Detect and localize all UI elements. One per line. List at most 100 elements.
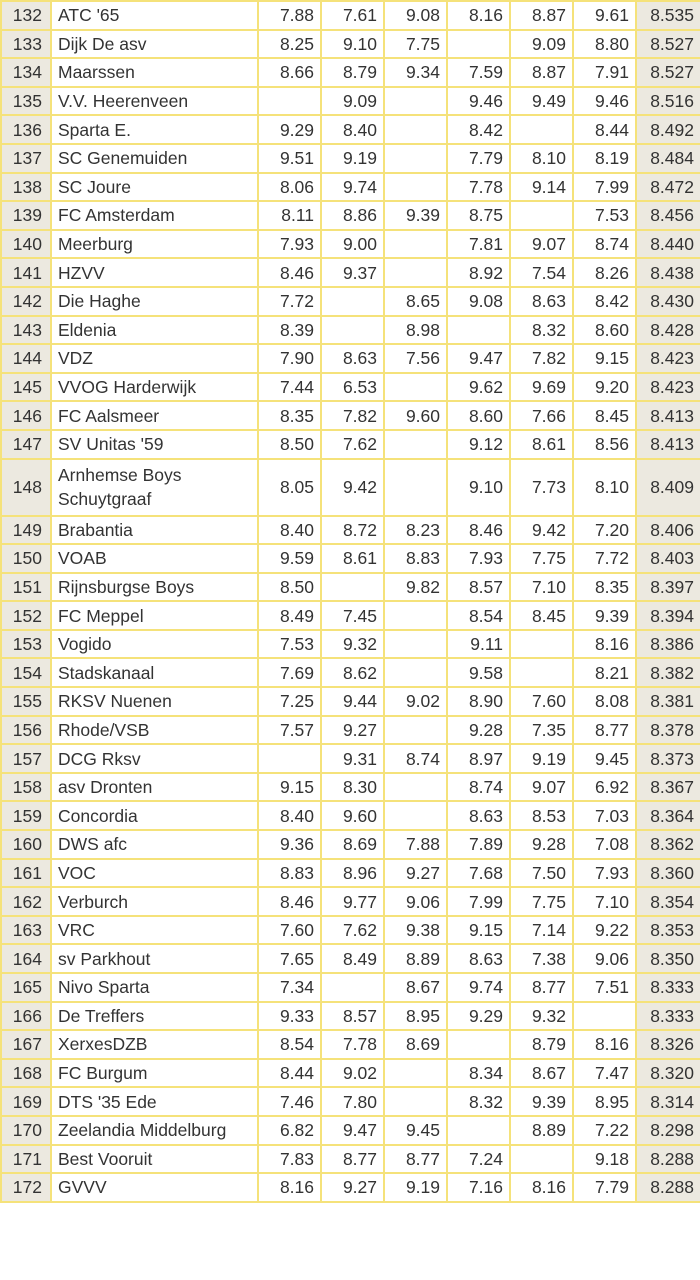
average-cell: 8.409 [635, 457, 700, 517]
score-cell: 9.39 [509, 1086, 574, 1117]
score-cell: 9.29 [257, 114, 322, 145]
score-cell [383, 142, 448, 174]
score-cell [383, 114, 448, 145]
score-cell: 8.16 [257, 1172, 322, 1203]
score-cell: 9.82 [383, 571, 448, 603]
club-name-cell: FC Meppel [50, 600, 259, 631]
score-cell: 7.82 [509, 343, 574, 374]
average-cell: 8.288 [635, 1143, 700, 1175]
club-name-cell: Zeelandia Middelburg [50, 1114, 259, 1146]
score-cell: 9.44 [320, 686, 385, 717]
club-name-cell: DWS afc [50, 829, 259, 860]
score-cell: 8.80 [572, 28, 637, 60]
score-cell: 7.91 [572, 57, 637, 88]
club-name-cell: SV Unitas '59 [50, 428, 259, 460]
score-cell: 9.36 [257, 829, 322, 860]
rank-cell: 171 [0, 1143, 52, 1175]
score-cell: 9.38 [383, 914, 448, 946]
score-cell: 8.89 [383, 943, 448, 974]
club-name-cell: Die Haghe [50, 285, 259, 317]
rank-cell: 142 [0, 285, 52, 317]
score-cell: 8.65 [383, 285, 448, 317]
score-cell [446, 28, 511, 60]
average-cell: 8.314 [635, 1086, 700, 1117]
score-cell: 7.24 [446, 1143, 511, 1175]
score-cell: 8.49 [320, 943, 385, 974]
score-cell [320, 972, 385, 1003]
score-cell: 7.79 [446, 142, 511, 174]
score-cell [383, 428, 448, 460]
score-cell: 8.54 [257, 1029, 322, 1060]
rank-cell: 153 [0, 628, 52, 660]
score-cell: 9.46 [446, 85, 511, 117]
score-cell: 8.61 [320, 543, 385, 574]
club-name-cell: Brabantia [50, 514, 259, 546]
club-name-cell: HZVV [50, 257, 259, 288]
score-cell: 8.98 [383, 314, 448, 346]
score-cell: 7.88 [257, 0, 322, 31]
rank-cell: 151 [0, 571, 52, 603]
score-cell: 9.15 [446, 914, 511, 946]
score-cell: 7.80 [320, 1086, 385, 1117]
table-row: 132 ATC '65 7.88 7.61 9.08 8.16 8.87 9.61 8.535 [0, 0, 700, 31]
table-row: 157 DCG Rksv 9.31 8.74 8.97 9.19 9.45 8.373 [0, 743, 700, 774]
score-cell: 9.06 [572, 943, 637, 974]
score-cell: 8.83 [383, 543, 448, 574]
score-cell: 8.34 [446, 1057, 511, 1089]
score-cell: 7.53 [257, 628, 322, 660]
rank-cell: 147 [0, 428, 52, 460]
table-row: 137 SC Genemuiden 9.51 9.19 7.79 8.10 8.19 8.48… [0, 142, 700, 174]
score-cell: 7.82 [320, 400, 385, 431]
club-name-cell: Sparta E. [50, 114, 259, 145]
table-row: 139 FC Amsterdam 8.11 8.86 9.39 8.75 7.53 8.456 [0, 200, 700, 231]
score-cell: 8.54 [446, 600, 511, 631]
score-cell: 8.25 [257, 28, 322, 60]
score-cell: 9.58 [446, 657, 511, 689]
score-cell: 9.45 [572, 743, 637, 774]
score-cell [509, 200, 574, 231]
score-cell [383, 371, 448, 403]
average-cell: 8.472 [635, 171, 700, 203]
table-row: 162 Verburch 8.46 9.77 9.06 7.99 7.75 7.10 8.354 [0, 886, 700, 917]
score-cell: 9.19 [320, 142, 385, 174]
score-cell: 8.32 [446, 1086, 511, 1117]
score-cell: 8.89 [509, 1114, 574, 1146]
club-name-cell: VOAB [50, 543, 259, 574]
table-row: 158 asv Dronten 9.15 8.30 8.74 9.07 6.92 8.367 [0, 771, 700, 803]
rank-cell: 163 [0, 914, 52, 946]
score-cell: 9.07 [509, 771, 574, 803]
club-name-cell: asv Dronten [50, 771, 259, 803]
score-cell: 7.45 [320, 600, 385, 631]
score-cell: 9.39 [572, 600, 637, 631]
club-name-cell: DCG Rksv [50, 743, 259, 774]
score-cell [509, 1143, 574, 1175]
rank-cell: 150 [0, 543, 52, 574]
score-cell: 8.35 [257, 400, 322, 431]
score-cell [320, 314, 385, 346]
club-name-cell: SC Genemuiden [50, 142, 259, 174]
table-row: 145 VVOG Harderwijk 7.44 6.53 9.62 9.69 9.20 8.… [0, 371, 700, 403]
score-cell: 8.06 [257, 171, 322, 203]
score-cell: 8.86 [320, 200, 385, 231]
score-cell: 7.51 [572, 972, 637, 1003]
score-cell: 9.10 [446, 457, 511, 517]
score-cell: 8.90 [446, 686, 511, 717]
club-name-cell: FC Aalsmeer [50, 400, 259, 431]
score-cell: 8.60 [572, 314, 637, 346]
score-cell: 9.69 [509, 371, 574, 403]
score-cell: 8.40 [257, 514, 322, 546]
score-cell: 9.33 [257, 1000, 322, 1032]
average-cell: 8.394 [635, 600, 700, 631]
score-cell: 7.08 [572, 829, 637, 860]
score-cell: 7.47 [572, 1057, 637, 1089]
score-cell: 9.20 [572, 371, 637, 403]
table-row: 152 FC Meppel 8.49 7.45 8.54 8.45 9.39 8.394 [0, 600, 700, 631]
average-cell: 8.333 [635, 1000, 700, 1032]
score-cell: 9.10 [320, 28, 385, 60]
table-row: 172 GVVV 8.16 9.27 9.19 7.16 8.16 7.79 8.288 [0, 1172, 700, 1203]
table-row: 136 Sparta E. 9.29 8.40 8.42 8.44 8.492 [0, 114, 700, 145]
rank-cell: 146 [0, 400, 52, 431]
score-cell [383, 1086, 448, 1117]
score-cell: 9.77 [320, 886, 385, 917]
average-cell: 8.406 [635, 514, 700, 546]
